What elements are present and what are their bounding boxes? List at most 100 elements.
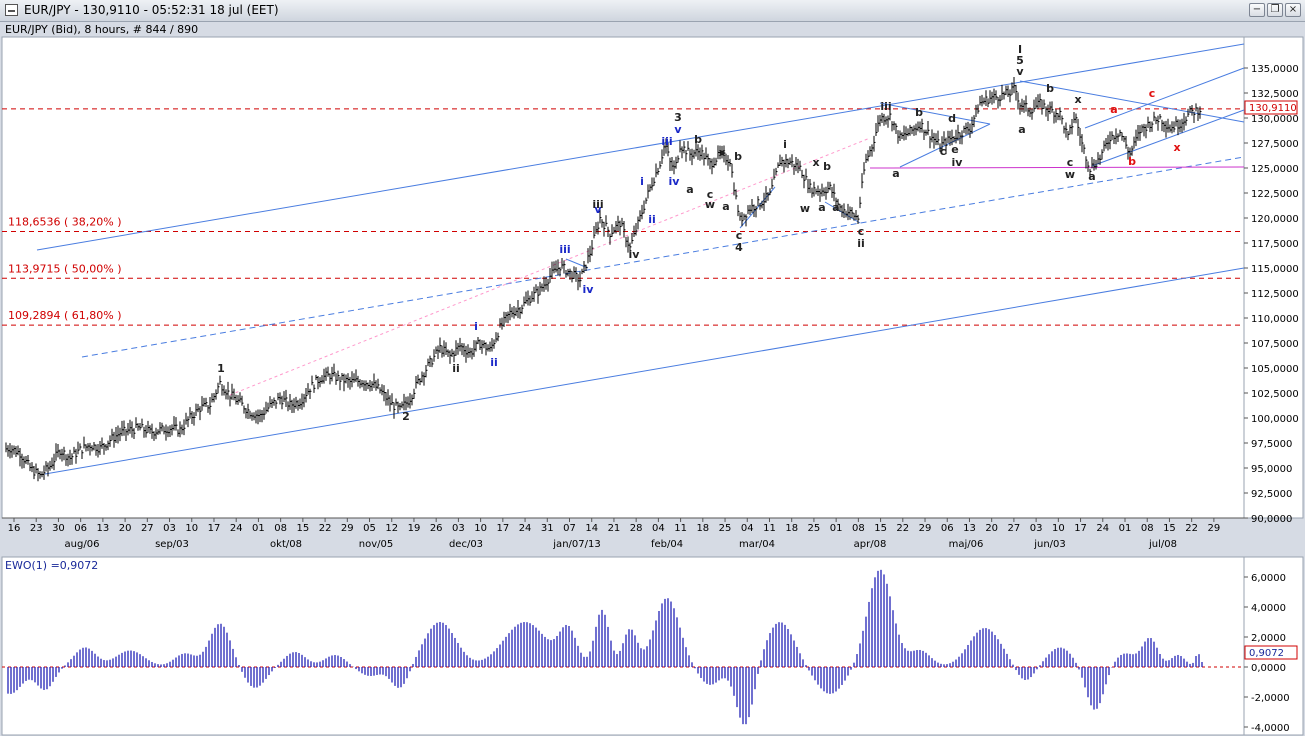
fib-level-label: 113,9715 ( 50,00% ) bbox=[8, 262, 122, 275]
day-tick-label: 14 bbox=[585, 523, 598, 534]
wave-label: ii bbox=[452, 362, 460, 375]
wave-label: i bbox=[783, 138, 787, 151]
day-tick-label: 01 bbox=[830, 523, 843, 534]
ewo-tick-label: 4,0000 bbox=[1251, 603, 1286, 614]
day-tick-label: 15 bbox=[296, 523, 309, 534]
day-tick-label: 10 bbox=[474, 523, 487, 534]
wave-label: a bbox=[686, 183, 693, 196]
restore-button[interactable]: ❐ bbox=[1267, 3, 1283, 17]
current-price-label: 130,9110 bbox=[1249, 103, 1297, 114]
month-label: jan/07/13 bbox=[552, 539, 600, 550]
pane-separator[interactable] bbox=[0, 549, 1305, 557]
wave-label: iv bbox=[629, 248, 641, 261]
wave-label: 3 bbox=[674, 111, 682, 124]
day-tick-label: 16 bbox=[8, 523, 21, 534]
wave-label: iii bbox=[661, 135, 672, 148]
price-tick-label: 100,0000 bbox=[1251, 414, 1299, 425]
day-tick-label: 11 bbox=[763, 523, 776, 534]
wave-label: x bbox=[1074, 93, 1081, 106]
day-tick-label: 23 bbox=[30, 523, 43, 534]
day-tick-label: 18 bbox=[785, 523, 798, 534]
wave-label: c bbox=[736, 229, 743, 242]
wave-label: iv bbox=[583, 283, 595, 296]
price-pane-title: EUR/JPY (Bid), 8 hours, # 844 / 890 bbox=[5, 23, 198, 36]
fib-level-label: 118,6536 ( 38,20% ) bbox=[8, 215, 122, 228]
fib-level-label: 109,2894 ( 61,80% ) bbox=[8, 309, 122, 322]
wave-label: b bbox=[915, 106, 923, 119]
price-axis bbox=[1243, 36, 1304, 519]
price-tick-label: 122,5000 bbox=[1251, 189, 1299, 200]
day-tick-label: 15 bbox=[874, 523, 887, 534]
price-tick-label: 132,5000 bbox=[1251, 89, 1299, 100]
day-tick-label: 27 bbox=[141, 523, 154, 534]
triangle-lower-line bbox=[899, 123, 991, 168]
day-tick-label: 13 bbox=[963, 523, 976, 534]
day-tick-label: 29 bbox=[919, 523, 932, 534]
wave-label: x bbox=[812, 156, 819, 169]
wave-label: 5 bbox=[1016, 54, 1024, 67]
price-tick-label: 95,0000 bbox=[1251, 464, 1292, 475]
wave-label: I bbox=[1018, 43, 1022, 56]
day-tick-label: 25 bbox=[719, 523, 732, 534]
wave-label: v bbox=[594, 203, 602, 216]
ewo-value-label: 0,9072 bbox=[1249, 648, 1284, 659]
wave-label: iii bbox=[880, 100, 891, 113]
month-label: maj/06 bbox=[949, 539, 984, 550]
day-tick-label: 03 bbox=[163, 523, 176, 534]
wave-label: c bbox=[1149, 87, 1156, 100]
day-tick-label: 17 bbox=[1074, 523, 1087, 534]
wave-label: e bbox=[951, 143, 958, 156]
day-tick-label: 08 bbox=[1141, 523, 1154, 534]
close-button[interactable]: × bbox=[1285, 3, 1301, 17]
day-tick-label: 29 bbox=[1208, 523, 1221, 534]
support-line bbox=[869, 166, 1245, 169]
wave-label: v bbox=[1016, 65, 1024, 78]
wave-label: w bbox=[800, 202, 810, 215]
wave-label: 4 bbox=[735, 241, 743, 254]
ewo-tick-label: 6,0000 bbox=[1251, 573, 1286, 584]
day-tick-label: 06 bbox=[74, 523, 87, 534]
month-label: nov/05 bbox=[359, 539, 393, 550]
day-tick-label: 03 bbox=[1030, 523, 1043, 534]
wave-label: w bbox=[705, 198, 715, 211]
day-tick-label: 04 bbox=[652, 523, 665, 534]
price-tick-label: 127,5000 bbox=[1251, 139, 1299, 150]
day-tick-label: 01 bbox=[1119, 523, 1132, 534]
chart-window-icon bbox=[5, 4, 18, 16]
wave-label: x bbox=[1173, 141, 1180, 154]
day-tick-label: 29 bbox=[341, 523, 354, 534]
month-label: okt/08 bbox=[270, 539, 302, 550]
day-tick-label: 20 bbox=[985, 523, 998, 534]
wedge-upper-line bbox=[1084, 67, 1245, 129]
day-tick-label: 12 bbox=[385, 523, 398, 534]
wave-label: b bbox=[823, 160, 831, 173]
day-tick-label: 20 bbox=[119, 523, 132, 534]
price-tick-label: 107,5000 bbox=[1251, 339, 1299, 350]
price-tick-label: 117,5000 bbox=[1251, 239, 1299, 250]
day-tick-label: 18 bbox=[696, 523, 709, 534]
ewo-histogram bbox=[7, 569, 1203, 725]
price-bars bbox=[5, 76, 1202, 482]
wave-label: a bbox=[722, 200, 729, 213]
day-tick-label: 01 bbox=[252, 523, 265, 534]
day-tick-label: 03 bbox=[452, 523, 465, 534]
price-tick-label: 102,5000 bbox=[1251, 389, 1299, 400]
day-tick-label: 25 bbox=[808, 523, 821, 534]
price-tick-label: 130,0000 bbox=[1251, 114, 1299, 125]
oscillator-title: EWO(1) =0,9072 bbox=[5, 559, 98, 572]
wave-label: a bbox=[1088, 170, 1095, 183]
day-tick-label: 04 bbox=[741, 523, 754, 534]
month-label: jul/08 bbox=[1148, 539, 1177, 550]
price-tick-label: 92,5000 bbox=[1251, 489, 1292, 500]
wave-label: c bbox=[940, 145, 947, 158]
day-tick-label: 24 bbox=[1096, 523, 1109, 534]
month-label: sep/03 bbox=[155, 539, 189, 550]
wave-label: iv bbox=[669, 175, 681, 188]
wave-label: b bbox=[734, 150, 742, 163]
day-tick-label: 05 bbox=[363, 523, 376, 534]
wave-label: w bbox=[1065, 168, 1075, 181]
wave-label: a bbox=[832, 201, 839, 214]
minimize-button[interactable]: − bbox=[1249, 3, 1265, 17]
day-tick-label: 08 bbox=[274, 523, 287, 534]
day-tick-label: 24 bbox=[519, 523, 532, 534]
